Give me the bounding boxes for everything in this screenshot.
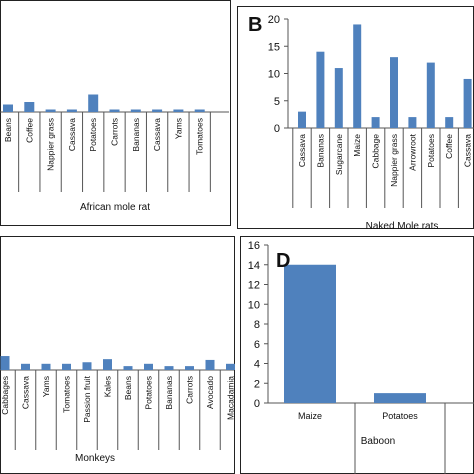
bar-potatoes (426, 62, 435, 128)
category-label: Coffee (24, 118, 34, 143)
category-label: Cassava (152, 118, 162, 151)
x-axis-label: African mole rat (80, 202, 150, 213)
y-tick-label: 2 (254, 378, 260, 390)
bar-nappier-grass (45, 109, 56, 112)
bar-cabbages (0, 356, 10, 370)
category-label: Maize (352, 134, 362, 157)
category-label: Cassava (21, 376, 31, 409)
bar-yams (41, 363, 51, 370)
category-label: Coffee (444, 134, 454, 159)
bar-bananas (316, 51, 325, 129)
category-label: Passion fruit (82, 375, 92, 422)
category-label: Cabbage (371, 134, 381, 169)
bar-maize (284, 264, 336, 403)
bar-maize (353, 24, 362, 129)
category-label: Potatoes (88, 118, 98, 152)
y-tick-label: 10 (268, 69, 280, 81)
category-label: Nappier grass (389, 134, 399, 187)
category-label: Potatoes (426, 134, 436, 168)
category-label: Sugarcane (334, 134, 344, 175)
bar-coffee (24, 102, 35, 112)
bar-cassava (21, 363, 30, 370)
y-tick-label: 5 (274, 96, 280, 108)
category-label: Bananas (315, 134, 325, 168)
panel-d-baboon: 0 2 4 6 8 10 12 14 16 Maize Potatoes Baboon D (248, 240, 474, 474)
category-label: Kales (103, 376, 113, 397)
bar-tomatoes (194, 109, 205, 112)
bar-sugarcane (334, 68, 343, 128)
category-label: Yams (41, 376, 51, 397)
bar-macadamia (226, 363, 235, 370)
panel-a-frame (0, 0, 231, 226)
x-axis-label: Baboon (361, 436, 395, 447)
bar-beans (123, 366, 133, 370)
y-tick-label: 20 (268, 14, 280, 26)
y-tick-label: 0 (274, 123, 280, 135)
category-label: Arrowroot (407, 133, 417, 170)
category-label: Nappier grass (46, 118, 56, 171)
bar-beans (3, 104, 13, 112)
bar-carrots (109, 109, 120, 112)
x-axis-label: Monkeys (75, 453, 115, 464)
category-label: Tomatoes (195, 118, 205, 155)
panel-a-african-mole-rat: Beans Coffee Nappier grass Cassava Potatoes C… (0, 94, 229, 213)
bar-potatoes (88, 94, 99, 112)
y-tick-label: 6 (254, 339, 260, 351)
bar-bananas (164, 366, 174, 370)
y-tick-label: 10 (248, 299, 260, 311)
category-label: Beans (123, 376, 133, 400)
bar-cassava (298, 111, 306, 128)
category-label: Beans (3, 118, 13, 142)
y-tick-label: 8 (254, 319, 260, 331)
bar-potatoes (144, 363, 153, 370)
bar-cassava (152, 109, 163, 112)
category-label: Carrots (110, 118, 120, 146)
category-label: Maize (298, 411, 322, 421)
category-label: Avocado (205, 376, 215, 409)
category-label: Cassava (67, 118, 77, 151)
y-tick-label: 16 (248, 240, 260, 252)
bar-arrowroot (408, 117, 417, 128)
y-tick-label: 15 (268, 41, 280, 53)
panel-letter: B (248, 14, 262, 36)
bar-passion-fruit (82, 362, 92, 370)
y-tick-label: 12 (248, 280, 260, 292)
bar-cassava (463, 78, 472, 128)
y-tick-label: 14 (248, 260, 260, 272)
category-label: Cassava (297, 134, 307, 167)
bar-avocado (205, 359, 215, 370)
category-label: Potatoes (144, 376, 154, 410)
bar-kales (103, 359, 112, 370)
bar-cassava (66, 109, 77, 112)
panel-letter: D (276, 250, 290, 272)
y-tick-label: 0 (254, 398, 260, 410)
category-label: Yams (173, 118, 183, 139)
category-label: Cassava (463, 134, 473, 167)
bar-cabbage (371, 117, 380, 128)
category-label: Potatoes (382, 411, 418, 421)
bar-tomatoes (62, 363, 71, 370)
bar-yams (173, 109, 184, 112)
panel-c-monkeys: Cabbages Cassava Yams Tomatoes Passion fruit… (0, 356, 236, 464)
category-label: Tomatoes (62, 376, 72, 413)
panel-d-frame (240, 236, 474, 474)
panel-b-naked-mole-rats: 0 5 10 15 20 Cassava Bananas Sugarcane Maize Cabb… (248, 14, 474, 232)
x-axis-label: Naked Mole rats (366, 221, 439, 232)
category-label: Cabbages (0, 376, 10, 415)
category-label: Macadamia (226, 376, 236, 420)
bar-nappier-grass (390, 57, 398, 128)
category-label: Carrots (185, 376, 195, 404)
bar-bananas (130, 109, 141, 112)
y-tick-label: 4 (254, 359, 260, 371)
bar-coffee (445, 117, 454, 128)
bar-potatoes (374, 393, 426, 403)
category-label: Bananas (131, 118, 141, 152)
bar-carrots (185, 366, 194, 370)
category-label: Bananas (164, 376, 174, 410)
